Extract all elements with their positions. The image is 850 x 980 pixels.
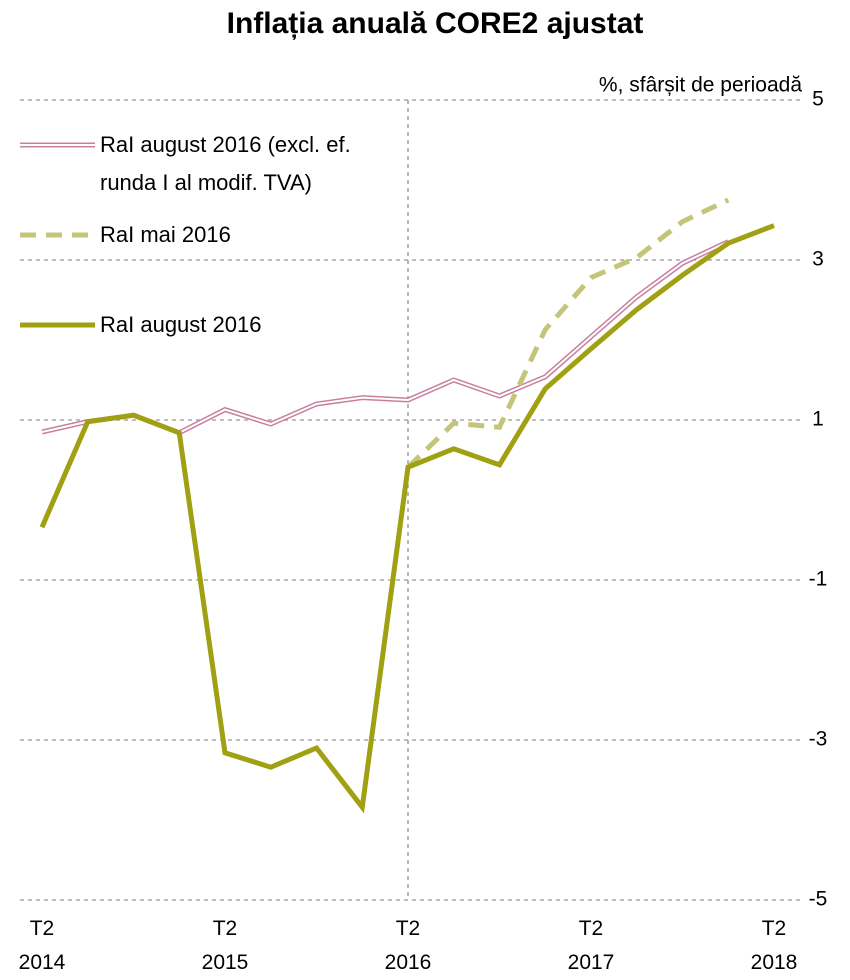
legend-swatch	[20, 232, 95, 238]
y-tick-label: 1	[812, 408, 824, 431]
legend-item: RaI august 2016 (excl. ef. runda I al mo…	[20, 126, 410, 206]
legend-label: RaI august 2016 (excl. ef. runda I al mo…	[100, 132, 351, 195]
series-line	[39, 223, 775, 814]
y-tick-label: -5	[809, 888, 828, 911]
unit-label: %, sfârșit de perioadă	[599, 74, 802, 97]
legend-label: RaI august 2016	[100, 312, 262, 337]
legend-swatch	[20, 142, 95, 148]
x-tick-label: T2 2018	[750, 917, 798, 974]
chart-title: Inflația anuală CORE2 ajustat	[227, 7, 644, 40]
y-tick-label: -3	[809, 728, 828, 751]
x-tick-label: T2 2015	[201, 917, 249, 974]
x-tick-label: T2 2014	[18, 917, 66, 974]
y-tick-label: -1	[809, 568, 828, 591]
x-tick-label: T2 2016	[384, 917, 432, 974]
legend-item: RaI mai 2016	[20, 216, 410, 296]
x-tick-label: T2 2017	[567, 917, 615, 974]
series-line	[406, 197, 730, 470]
legend-item: RaI august 2016	[20, 306, 410, 386]
legend-swatch	[20, 322, 95, 328]
y-tick-label: 3	[812, 248, 824, 271]
y-tick-label: 5	[812, 88, 824, 111]
legend-label: RaI mai 2016	[100, 222, 231, 247]
